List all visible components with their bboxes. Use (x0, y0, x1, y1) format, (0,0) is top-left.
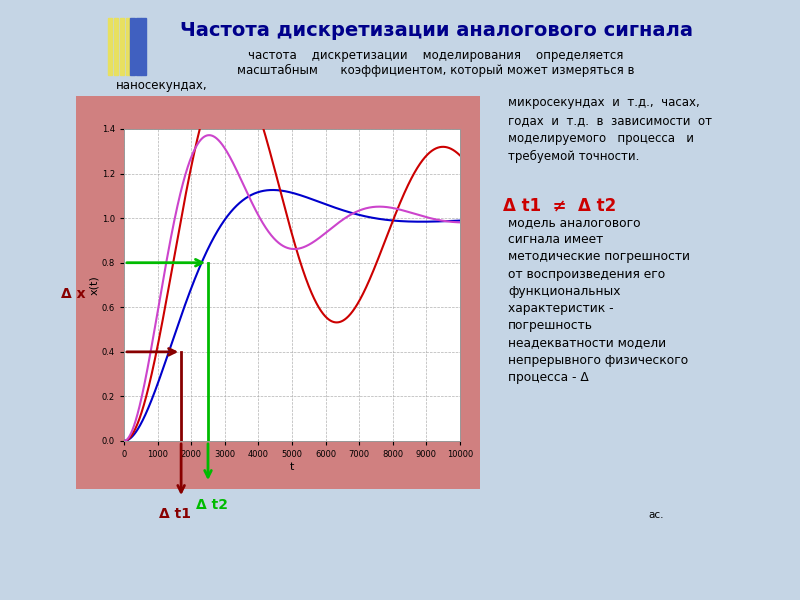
Text: масштабным      коэффициентом, который может измеряться в: масштабным коэффициентом, который может … (238, 64, 634, 77)
Text: ac.: ac. (648, 510, 663, 520)
Y-axis label: x(t): x(t) (89, 275, 99, 295)
Text: Δ x: Δ x (62, 287, 86, 301)
Text: Δ t1: Δ t1 (158, 507, 190, 521)
Text: модель аналогового
сигнала имеет
методические погрешности
от воспроизведения его: модель аналогового сигнала имеет методич… (508, 216, 690, 384)
Text: микросекундах  и  т.д.,  часах,
годах  и  т.д.  в  зависимости  от
моделируемого: микросекундах и т.д., часах, годах и т.д… (508, 96, 712, 163)
Text: Δ t2: Δ t2 (196, 498, 228, 512)
Text: Δ t1  ≠  Δ t2: Δ t1 ≠ Δ t2 (503, 197, 617, 215)
Text: частота    дискретизации    моделирования    определяется: частота дискретизации моделирования опре… (248, 49, 624, 62)
Text: наносекундах,: наносекундах, (116, 79, 208, 92)
Text: Частота дискретизации аналогового сигнала: Частота дискретизации аналогового сигнал… (179, 21, 693, 40)
X-axis label: t: t (290, 462, 294, 472)
